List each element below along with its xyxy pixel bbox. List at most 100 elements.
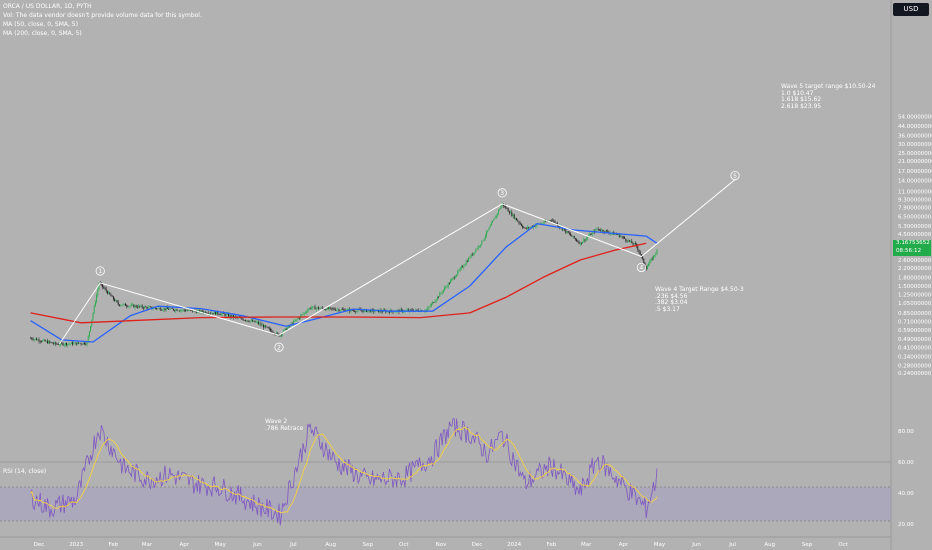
- candle-body: [166, 307, 168, 309]
- candle-body: [200, 310, 202, 313]
- candle-body: [619, 234, 621, 238]
- candle-body: [339, 310, 341, 312]
- candle-body: [597, 228, 599, 230]
- candle-body: [326, 307, 328, 311]
- candle-body: [232, 315, 234, 318]
- candle-body: [530, 226, 532, 228]
- candle-body: [56, 344, 58, 345]
- rsi-tick-label: 40.00: [898, 491, 914, 497]
- candle-body: [550, 220, 552, 222]
- rsi-legend[interactable]: RSI (14, close): [3, 468, 47, 475]
- wave4-annotation: Wave 4 Target Range $4.50-3 .236 $4.56 .…: [655, 286, 744, 313]
- candle-body: [416, 309, 418, 311]
- candle-body: [133, 304, 135, 308]
- candle-body: [439, 292, 441, 297]
- candle-body: [261, 324, 263, 326]
- candle-body: [213, 311, 215, 314]
- candle-body: [498, 210, 500, 214]
- candle-body: [54, 342, 56, 344]
- candle-body: [650, 258, 652, 261]
- candle-body: [595, 228, 597, 233]
- candle-body: [109, 292, 111, 295]
- last-price-tag: 3.16753652 08:56:12: [893, 240, 931, 256]
- candle-body: [68, 343, 70, 345]
- candle-body: [474, 252, 476, 254]
- candle-body: [90, 326, 92, 332]
- candle-body: [100, 283, 102, 285]
- candle-body: [618, 234, 620, 235]
- candle-body: [602, 229, 604, 232]
- candle-body: [298, 318, 300, 319]
- candle-body: [37, 339, 39, 341]
- ma50-line: [30, 222, 658, 343]
- symbol-title[interactable]: ORCA / US DOLLAR, 1D, PYTH: [3, 3, 92, 10]
- candle-body: [573, 235, 575, 239]
- candle-body: [442, 289, 444, 293]
- candle-body: [38, 339, 40, 342]
- candle-body: [244, 320, 246, 321]
- candle-body: [518, 221, 520, 224]
- candle-body: [489, 225, 491, 228]
- candle-body: [147, 306, 149, 309]
- candle-body: [78, 342, 80, 344]
- candle-body: [625, 238, 627, 241]
- ma200-legend[interactable]: MA (200, close, 0, SMA, 5): [3, 30, 82, 37]
- candle-body: [79, 343, 81, 344]
- candle-body: [81, 343, 83, 345]
- price-tick-label: 11.00000000: [898, 190, 932, 196]
- candle-body: [42, 340, 44, 342]
- candle-body: [189, 309, 191, 311]
- wave-lines-layer: 1 2 3 4 5: [58, 170, 740, 352]
- candle-body: [294, 320, 296, 322]
- candle-body: [49, 341, 51, 343]
- candle-body: [292, 321, 294, 325]
- candle-body: [321, 307, 323, 309]
- candle-body: [69, 343, 71, 345]
- candle-body: [63, 344, 65, 346]
- candle-body: [86, 342, 88, 345]
- ma50-legend[interactable]: MA (50, close, 0, SMA, 5): [3, 21, 78, 28]
- candle-body: [536, 223, 538, 226]
- candle-body: [354, 310, 356, 312]
- candle-body: [165, 307, 167, 310]
- wave-marker-1: 1: [98, 268, 102, 275]
- candle-body: [465, 261, 467, 265]
- price-tick-label: 1.80000000: [898, 275, 932, 281]
- candle-body: [457, 271, 459, 275]
- candle-body: [262, 324, 264, 328]
- candle-body: [214, 311, 216, 315]
- candle-body: [452, 277, 454, 279]
- candle-body: [367, 310, 369, 312]
- candle-body: [254, 320, 256, 323]
- candle-body: [464, 264, 466, 266]
- candle-body: [130, 304, 132, 306]
- candle-body: [181, 310, 183, 311]
- candle-body: [32, 339, 34, 340]
- time-tick-label: Dec: [472, 542, 483, 548]
- candle-body: [331, 307, 333, 309]
- candle-body: [500, 206, 502, 209]
- candle-body: [648, 263, 650, 267]
- candle-body: [338, 309, 340, 312]
- currency-button[interactable]: USD: [893, 3, 929, 16]
- candle-body: [607, 230, 609, 233]
- candle-body: [529, 227, 531, 229]
- candle-body: [504, 205, 506, 207]
- candle-body: [470, 254, 472, 258]
- time-tick-label: Feb: [547, 542, 557, 548]
- candle-body: [178, 310, 180, 312]
- candle-body: [252, 320, 254, 322]
- price-tick-label: 7.90000000: [898, 205, 932, 211]
- rsi-axis-ticks: 80.00 60.00 40.00 20.00: [898, 429, 914, 528]
- candle-body: [343, 309, 345, 311]
- candle-body: [171, 308, 173, 309]
- candle-body: [228, 313, 230, 317]
- candle-body: [318, 307, 320, 309]
- candle-body: [366, 309, 368, 312]
- candle-body: [400, 309, 402, 311]
- candle-body: [549, 220, 551, 221]
- candle-body: [67, 343, 69, 346]
- candle-body: [517, 220, 519, 222]
- candle-body: [57, 344, 59, 345]
